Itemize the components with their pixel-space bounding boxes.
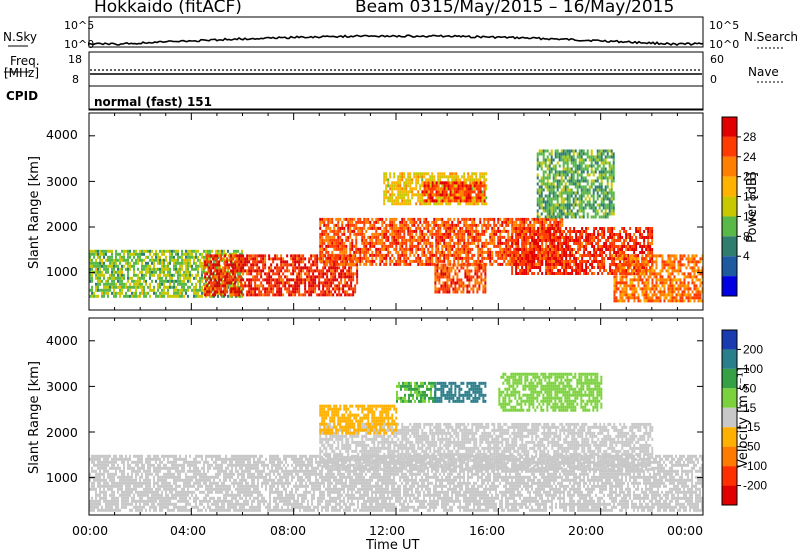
xtick-6: 00:00 (667, 523, 704, 538)
nsky-panel (88, 16, 704, 48)
nsky-tick-top: 10^5 (64, 19, 95, 32)
axis-ticks (88, 113, 704, 515)
nsearch-label: N.Search (744, 30, 799, 44)
station-title: Hokkaido (fitACF) (94, 0, 242, 17)
power-ytick-3000: 3000 (46, 174, 78, 189)
power-scale-tick-6: 4 (743, 249, 750, 263)
velocity-scale-tick-1: 100 (743, 362, 763, 376)
velocity-scale-tick-4: -15 (743, 420, 761, 434)
power-scale-tick-1: 24 (743, 150, 757, 164)
power-echo-region-6 (613, 254, 704, 303)
vel-ytick-4000: 4000 (46, 333, 78, 348)
xtick-3: 12:00 (369, 523, 406, 538)
power-echo-region-1 (204, 254, 359, 297)
power-scale-swatch-7 (722, 256, 737, 277)
beam-label: Beam 03 (355, 0, 432, 17)
power-ytick-4000: 4000 (46, 127, 78, 142)
velocity-echo-region-0 (89, 454, 703, 512)
velocity-scale-swatch-0 (722, 330, 737, 350)
nave-tick-bottom: 0 (710, 73, 717, 86)
power-echo-region-5 (511, 227, 654, 276)
vel-ytick-1000: 1000 (46, 470, 78, 485)
power-scale-swatch-5 (722, 216, 737, 237)
velocity-scale-tick-0: 200 (743, 342, 763, 356)
power-echo-region-4 (421, 181, 486, 203)
velocity-scale-tick-2: 50 (743, 381, 757, 395)
power-scale-swatch-4 (722, 196, 737, 217)
velocity-scale-swatch-4 (722, 407, 737, 428)
velocity-scale-swatch-3 (722, 388, 737, 408)
velocity-scale-swatch-8 (722, 485, 737, 505)
nsearch-tick-top: 10^5 (709, 19, 740, 32)
power-ytick-1000: 1000 (46, 264, 78, 279)
velocity-scale-tick-3: 15 (743, 401, 757, 415)
velocity-scale-tick-6: -100 (743, 459, 767, 473)
freq-tick-bottom: 8 (72, 73, 79, 86)
freq-label: Freq. (10, 54, 40, 68)
power-colorbar: 28 24 20 16 12 8 4 (721, 116, 757, 297)
xtick-1: 04:00 (170, 523, 207, 538)
power-scale-swatch-1 (722, 136, 737, 157)
power-scale-swatch-2 (722, 156, 737, 177)
velocity-echo-region-3 (434, 381, 487, 403)
xtick-0: 00:00 (72, 523, 109, 538)
velocity-echo-region-5 (319, 404, 398, 435)
vel-ytick-2000: 2000 (46, 425, 78, 440)
nsearch-tick-bottom: 10^0 (709, 38, 740, 51)
power-scale-swatch-0 (722, 117, 737, 137)
power-ytick-2000: 2000 (46, 219, 78, 234)
nsky-tick-bottom: 10^0 (64, 38, 95, 51)
freq-unit: [MHz] (4, 66, 40, 80)
xlabel: Time UT (366, 538, 420, 553)
power-echo-region-0 (89, 249, 243, 298)
velocity-scale-tick-7: -200 (743, 479, 767, 493)
xtick-5: 20:00 (568, 523, 605, 538)
vel-ytick-3000: 3000 (46, 379, 78, 394)
power-scale-tick-3: 16 (743, 190, 757, 204)
velocity-scale-tick-5: -50 (743, 440, 761, 454)
velocity-scale-swatch-1 (722, 349, 737, 369)
velocity-scale-swatch-2 (722, 368, 737, 389)
velocity-scale-swatch-7 (722, 466, 737, 486)
xtick-4: 16:00 (469, 523, 506, 538)
cpid-label: CPID (6, 89, 39, 103)
power-echo-region-8 (434, 263, 487, 294)
cpid-panel (88, 85, 704, 111)
nave-label: Nave (748, 65, 779, 79)
date-range: 15/May/2015 – 16/May/2015 (432, 0, 675, 17)
nave-tick-top: 60 (710, 53, 724, 66)
power-echo-layer (89, 149, 704, 303)
freq-panel (88, 51, 704, 87)
power-scale-swatch-8 (722, 276, 737, 296)
power-scale-swatch-3 (722, 176, 737, 197)
velocity-echo-layer (89, 372, 703, 512)
power-scale-tick-4: 12 (743, 209, 757, 223)
power-scale-tick-5: 8 (743, 229, 750, 243)
power-echo-region-7 (536, 149, 615, 219)
power-panel-bg (89, 113, 703, 310)
freq-tick-top: 18 (68, 53, 82, 66)
xtick-2: 08:00 (270, 523, 307, 538)
velocity-scale-swatch-6 (722, 446, 737, 467)
power-scale-tick-0: 28 (743, 130, 757, 144)
cpid-value: normal (fast) 151 (94, 95, 212, 109)
power-scale-swatch-6 (722, 236, 737, 257)
velocity-scale-swatch-5 (722, 427, 737, 447)
nsky-label: N.Sky (3, 30, 38, 44)
velocity-colorbar: 200 100 50 15 -15 -50 -100 -200 (721, 329, 767, 506)
power-scale-tick-2: 20 (743, 170, 757, 184)
velocity-echo-region-4 (498, 372, 603, 412)
nsky-series (88, 34, 704, 46)
